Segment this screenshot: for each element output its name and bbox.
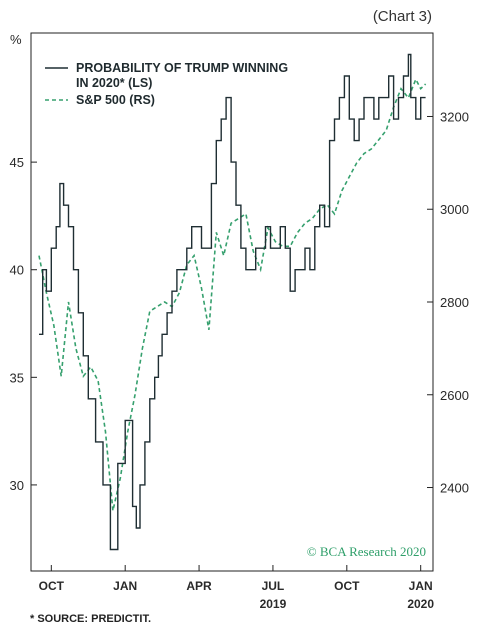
x-tick-label-5: JAN — [409, 579, 433, 593]
credit-text: © BCA Research 2020 — [307, 544, 426, 559]
footnote: * SOURCE: PREDICTIT. — [30, 613, 152, 625]
right-tick-label-3: 3000 — [440, 202, 469, 217]
legend-label-sp500: S&P 500 (RS) — [76, 93, 155, 107]
x-axis: OCT JAN APR JUL OCT JAN 2019 2020 — [39, 565, 434, 611]
x-tick-label-4: OCT — [334, 579, 360, 593]
year-label-0: 2019 — [260, 597, 287, 611]
left-tick-label-0: 30 — [10, 478, 24, 493]
right-tick-label-1: 2600 — [440, 388, 469, 403]
left-axis-unit: % — [10, 32, 22, 47]
legend-label-trump-line2: IN 2020* (LS) — [76, 76, 152, 90]
year-label-1: 2020 — [407, 597, 434, 611]
left-tick-label-1: 35 — [10, 370, 24, 385]
left-axis: 30 35 40 45 — [10, 155, 37, 493]
legend-label-trump-line1: PROBABILITY OF TRUMP WINNING — [76, 61, 288, 75]
right-axis: 2400 2600 2800 3000 3200 — [427, 109, 469, 496]
legend: PROBABILITY OF TRUMP WINNING IN 2020* (L… — [45, 61, 288, 107]
x-tick-label-1: JAN — [113, 579, 137, 593]
chart-number: (Chart 3) — [372, 8, 432, 25]
right-tick-label-0: 2400 — [440, 481, 469, 496]
left-tick-label-3: 45 — [10, 155, 24, 170]
x-tick-label-3: JUL — [262, 579, 285, 593]
right-tick-label-2: 2800 — [440, 295, 469, 310]
sp500-series-line — [38, 77, 427, 511]
trump-probability-series-line — [39, 53, 426, 551]
x-tick-label-0: OCT — [39, 579, 65, 593]
plot-frame — [30, 32, 434, 572]
x-tick-label-2: APR — [186, 579, 212, 593]
right-tick-label-4: 3200 — [440, 109, 469, 124]
left-tick-label-2: 40 — [10, 263, 24, 278]
